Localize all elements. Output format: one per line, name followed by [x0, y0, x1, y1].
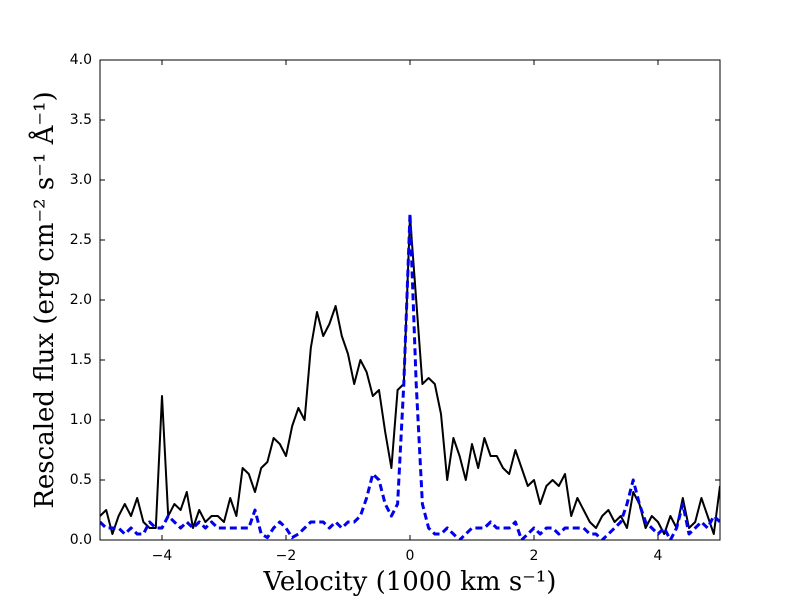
- x-tick-label: −2: [276, 548, 297, 564]
- x-tick-label: −4: [152, 548, 173, 564]
- y-tick-label: 1.5: [70, 352, 92, 368]
- x-axis-label: Velocity (1000 km s⁻¹): [263, 567, 557, 597]
- x-tick-label: 0: [406, 548, 415, 564]
- series-line: [100, 215, 720, 535]
- series-line: [100, 212, 720, 540]
- x-tick-label: 2: [530, 548, 539, 564]
- y-tick-label: 3.5: [70, 112, 92, 128]
- x-tick-label: 4: [654, 548, 663, 564]
- y-tick-label: 0.0: [70, 532, 92, 548]
- y-axis-label: Rescaled flux (erg cm⁻² s⁻¹ Å⁻¹): [28, 91, 60, 508]
- y-tick-label: 2.5: [70, 232, 92, 248]
- plot-lines: [100, 212, 720, 540]
- y-tick-label: 2.0: [70, 292, 92, 308]
- y-tick-label: 3.0: [70, 172, 92, 188]
- plot-frame: [99, 59, 721, 541]
- y-tick-label: 1.0: [70, 412, 92, 428]
- y-tick-label: 4.0: [70, 52, 92, 68]
- y-tick-label: 0.5: [70, 472, 92, 488]
